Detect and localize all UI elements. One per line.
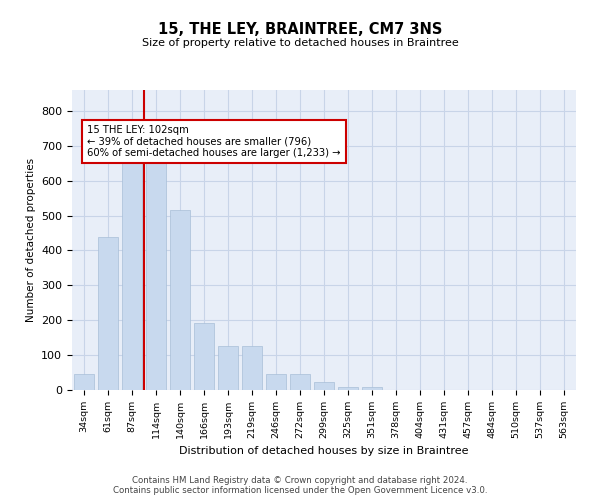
Bar	[170, 210, 190, 390]
Bar	[146, 160, 166, 390]
Text: 15 THE LEY: 102sqm
← 39% of detached houses are smaller (796)
60% of semi-detach: 15 THE LEY: 102sqm ← 39% of detached hou…	[87, 125, 341, 158]
Text: Contains public sector information licensed under the Open Government Licence v3: Contains public sector information licen…	[113, 486, 487, 495]
Bar	[74, 374, 94, 390]
Bar	[194, 323, 214, 390]
Bar	[218, 346, 238, 390]
Bar	[98, 236, 118, 390]
Bar	[338, 387, 358, 390]
X-axis label: Distribution of detached houses by size in Braintree: Distribution of detached houses by size …	[179, 446, 469, 456]
Bar	[242, 346, 262, 390]
Text: Contains HM Land Registry data © Crown copyright and database right 2024.: Contains HM Land Registry data © Crown c…	[132, 476, 468, 485]
Y-axis label: Number of detached properties: Number of detached properties	[26, 158, 35, 322]
Bar	[266, 374, 286, 390]
Bar	[362, 387, 382, 390]
Text: 15, THE LEY, BRAINTREE, CM7 3NS: 15, THE LEY, BRAINTREE, CM7 3NS	[158, 22, 442, 38]
Text: Size of property relative to detached houses in Braintree: Size of property relative to detached ho…	[142, 38, 458, 48]
Bar	[314, 382, 334, 390]
Bar	[122, 160, 142, 390]
Bar	[290, 374, 310, 390]
